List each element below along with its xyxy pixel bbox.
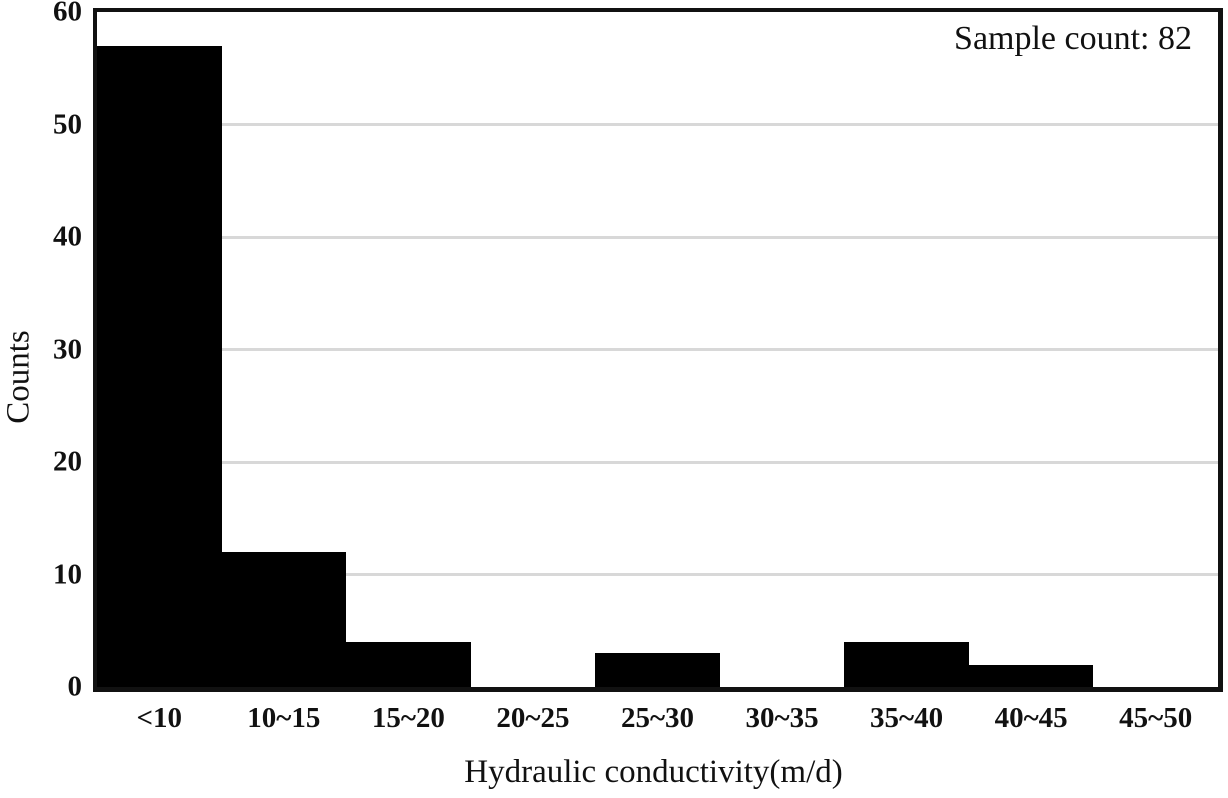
gridline-y50 [97, 123, 1218, 126]
plot-area: Sample count: 82 [93, 8, 1223, 692]
y-tick-label-50: 50 [53, 108, 82, 140]
x-tick-label-45~50: 45~50 [1119, 702, 1193, 734]
gridline-y30 [97, 348, 1218, 351]
gridline-y20 [97, 460, 1218, 464]
x-tick-label-10~15: 10~15 [247, 702, 321, 734]
bar-40~45 [968, 664, 1094, 687]
gridline-y10 [97, 573, 1218, 576]
y-tick-label-10: 10 [53, 558, 82, 590]
x-tick-label-25~30: 25~30 [620, 702, 695, 734]
x-axis-title: Hydraulic conductivity(m/d) [464, 754, 843, 790]
y-tick-label-30: 30 [53, 333, 82, 365]
y-tick-label-0: 0 [67, 670, 83, 703]
x-tick-label-30~35: 30~35 [745, 702, 819, 734]
bar-15~20 [346, 642, 471, 687]
bar-25~30 [595, 653, 720, 687]
y-tick-label-20: 20 [53, 445, 82, 478]
bar-10~15 [221, 552, 347, 687]
x-tick-label-20~25: 20~25 [496, 702, 570, 734]
x-tick-label-35~40: 35~40 [870, 702, 944, 734]
y-tick-label-60: 60 [53, 0, 82, 28]
bar-<10 [97, 45, 222, 687]
gridline-y40 [97, 235, 1218, 239]
sample-count-annotation: Sample count: 82 [954, 20, 1192, 57]
x-tick-label-<10: <10 [136, 702, 183, 734]
bar-35~40 [844, 642, 969, 687]
x-tick-label-40~45: 40~45 [994, 702, 1068, 734]
x-axis-tick-labels: <10 10~15 15~20 20~25 25~30 30~35 35~40 40~45 45… [97, 701, 1218, 741]
y-tick-label-40: 40 [53, 220, 82, 253]
x-tick-label-15~20: 15~20 [371, 702, 445, 734]
